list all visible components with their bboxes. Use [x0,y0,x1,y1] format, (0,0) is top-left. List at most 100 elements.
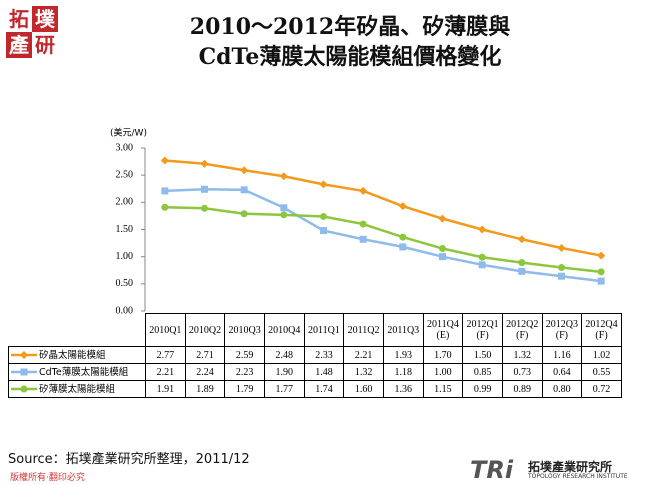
legend-entry: 矽薄膜太陽能模組 [8,380,146,398]
marker [597,251,606,260]
table-value: 1.36 [382,380,424,398]
table-value: 2.23 [224,363,265,381]
marker [240,210,248,218]
table-value: 1.89 [184,380,226,398]
legend-label: 矽晶太陽能模組 [39,349,106,361]
table-value: 1.16 [541,346,583,364]
x-tick-label: 2012Q4 (F) [581,313,622,347]
data-table: 2010Q1 2010Q2 2010Q3 2010Q4 2011Q1 2011Q2 2011… [8,313,622,398]
y-tick-label: 0.00 [116,305,134,316]
legend-entry: 矽晶太陽能模組 [8,346,146,364]
marker [597,277,605,285]
logo-mark: TRi [470,456,514,484]
marker [558,264,565,272]
marker [518,267,526,275]
marker [478,261,486,269]
marker [398,202,407,211]
series-line [164,188,602,283]
marker [20,351,28,359]
table-value: 1.79 [224,380,265,398]
source: Source：拓墣產業研究所整理，2011/12 [8,452,250,467]
table-value: 0.73 [501,363,543,381]
table-value: 0.72 [581,380,622,398]
table-value: 1.18 [382,363,424,381]
header-logo: 拓 墣 產 研 [6,6,58,58]
table-value: 1.00 [422,363,464,381]
table-value: 2.48 [263,346,305,364]
series-line [164,205,602,274]
y-tick-label: 3.00 [116,142,134,153]
marker [319,180,328,189]
marker [359,235,367,243]
marker [597,268,605,276]
table-value: 1.32 [501,346,543,364]
table-row: 矽薄膜太陽能模組 1.91 1.89 1.79 1.77 1.74 1.60 1.36 1.15… [8,380,622,398]
logo-char: 拓 [6,6,32,32]
table-value: 1.15 [422,380,464,398]
marker [280,211,288,219]
table-value: 1.02 [581,346,622,364]
x-tick-label: 2012Q3 (F) [541,313,583,347]
x-tick-label: 2012Q2 (F) [501,313,543,347]
table-value: 2.33 [303,346,345,364]
table-value: 2.21 [343,346,384,364]
x-tick-label: 2011Q4 (E) [422,313,464,347]
y-tick-label: 1.50 [116,224,134,235]
x-tick-label: 2010Q2 [184,313,226,347]
legend-label: 矽薄膜太陽能模組 [39,383,116,395]
x-tick-label: 2010Q3 [224,313,265,347]
table-value: 1.93 [382,346,424,364]
x-tick-label: 2011Q1 [303,313,345,347]
table-value: 1.50 [462,346,503,364]
marker [518,259,526,267]
marker [478,225,487,234]
copyright: 版權所有‧翻印必究 [10,473,85,483]
x-tick-label: 2011Q2 [343,313,384,347]
table-value: 1.77 [263,380,305,398]
table-value: 1.90 [263,363,305,381]
table-value: 1.74 [303,380,345,398]
logo-name: 拓墣產業研究所 [528,460,613,474]
marker [161,187,169,195]
x-tick-label: 2010Q4 [263,313,305,347]
table-value: 0.85 [462,363,503,381]
marker [438,214,447,223]
chart-title: 2010～2012年矽晶、矽薄膜與 CdTe薄膜太陽能模組價格變化 [189,14,511,70]
marker [201,185,208,193]
table-value: 1.48 [303,363,345,381]
table-row: CdTe薄膜太陽能模組 2.21 2.24 2.23 1.90 1.48 1.32 1.18 1… [8,363,622,381]
legend-symbol [11,368,37,376]
y-tick-label: 0.50 [116,278,134,289]
marker [320,227,327,235]
y-tick-label: 1.00 [116,251,134,262]
marker [160,156,169,165]
marker [359,186,368,195]
y-axis-label: (美元/W) [110,127,147,139]
table-value: 0.80 [541,380,583,398]
y-tick-label: 2.50 [116,169,134,180]
marker [240,166,249,175]
logo-char: 產 [6,32,32,58]
table-value: 0.64 [541,363,583,381]
legend-symbol [11,385,37,393]
marker [240,186,248,194]
table-value: 0.89 [501,380,543,398]
table-value: 2.77 [145,346,186,364]
marker [200,159,209,168]
marker [478,253,486,261]
marker [399,243,407,251]
table-header-row: 2010Q1 2010Q2 2010Q3 2010Q4 2011Q1 2011Q2 2011… [8,313,622,347]
marker [20,385,28,393]
table-value: 0.55 [581,363,622,381]
table-value: 1.70 [422,346,464,364]
legend-symbol [11,351,37,359]
table-value: 2.71 [184,346,226,364]
table-value: 2.24 [184,363,226,381]
marker [280,204,288,212]
series-line [164,159,602,257]
table-value: 2.21 [145,363,186,381]
marker [161,203,169,211]
marker [517,235,526,244]
table-value: 1.60 [343,380,384,398]
x-tick-label: 2010Q1 [145,313,186,347]
